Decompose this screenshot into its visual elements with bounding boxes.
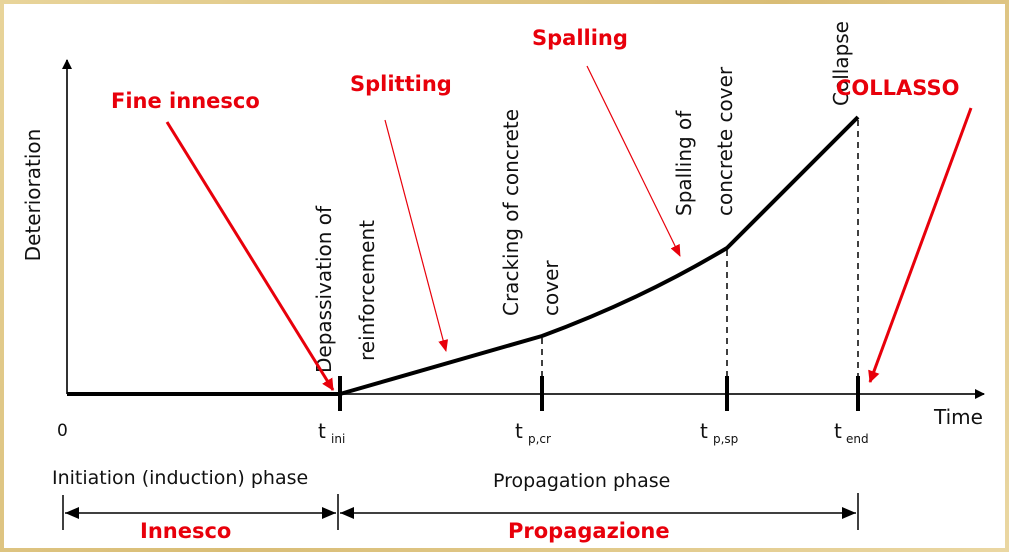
t-symbol: t — [515, 419, 523, 443]
annotation-arrow-collasso — [868, 107, 973, 383]
annotation-arrow-spalling — [586, 65, 681, 257]
subscript: ini — [331, 432, 345, 446]
annotation-splitting: Splitting — [350, 72, 452, 96]
subscript: end — [846, 432, 869, 446]
event-label-line: Collapse — [829, 21, 853, 106]
event-label-line: cover — [539, 260, 563, 316]
subscript: p,cr — [528, 432, 551, 446]
subscript: p,sp — [713, 432, 738, 446]
y-axis-label: Deterioration — [21, 129, 45, 262]
annotation-collasso: COLLASSO — [836, 76, 959, 100]
annotation-arrow-splitting — [384, 119, 449, 352]
event-label-line: reinforcement — [355, 220, 379, 361]
event-label-spalling: Spalling of concrete cover — [672, 66, 737, 216]
tick-label-origin: 0 — [57, 421, 68, 441]
diagram-canvas — [4, 4, 1005, 548]
annotation-arrow-fine-innesco — [165, 121, 335, 391]
x-axis-label: Time — [933, 405, 983, 429]
event-label-line: Spalling of — [672, 110, 696, 216]
t-symbol: t — [834, 419, 842, 443]
deterioration-curve — [67, 115, 860, 396]
event-label-collapse: Collapse — [829, 21, 853, 106]
dashed-guides — [541, 120, 859, 376]
annotation-spalling: Spalling — [532, 26, 628, 50]
annotation-propagazione: Propagazione — [508, 519, 670, 543]
event-label-line: Depassivation of — [312, 205, 336, 373]
tick-label-t-psp: t p,sp — [700, 419, 738, 446]
phase-label-propagation: Propagation phase — [493, 470, 670, 492]
tick-label-t-ini: t ini — [318, 419, 345, 446]
phase-dimension-initiation — [62, 494, 339, 530]
annotation-fine-innesco: Fine innesco — [111, 89, 260, 113]
annotation-innesco: Innesco — [140, 519, 231, 543]
event-label-depassivation: Depassivation of reinforcement — [312, 205, 379, 373]
event-label-line: concrete cover — [713, 66, 737, 216]
phase-dimension-propagation — [340, 493, 859, 530]
t-symbol: t — [318, 419, 326, 443]
tick-label-t-end: t end — [834, 419, 869, 446]
event-label-cracking: Cracking of concrete cover — [499, 109, 563, 316]
tick-label-t-pcr: t p,cr — [515, 419, 551, 446]
t-symbol: t — [700, 419, 708, 443]
event-label-line: Cracking of concrete — [499, 109, 523, 316]
phase-label-initiation: Initiation (induction) phase — [52, 467, 308, 489]
